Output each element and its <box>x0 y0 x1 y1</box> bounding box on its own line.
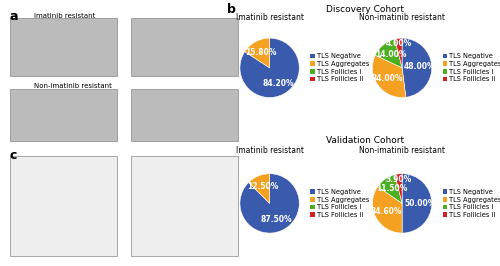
Wedge shape <box>395 174 402 203</box>
Wedge shape <box>372 186 402 233</box>
Text: Discovery Cohort: Discovery Cohort <box>326 5 404 14</box>
Text: Imatinib resistant: Imatinib resistant <box>236 13 304 22</box>
Bar <box>10 156 117 256</box>
Text: c: c <box>10 149 17 162</box>
Text: 50.00%: 50.00% <box>404 199 436 208</box>
Text: 15.80%: 15.80% <box>246 48 277 57</box>
Legend: TLS Negative, TLS Aggregates, TLS Follicles I, TLS Follicles II: TLS Negative, TLS Aggregates, TLS Follic… <box>310 53 369 82</box>
Wedge shape <box>240 38 300 98</box>
Text: Imatinib resistant: Imatinib resistant <box>236 146 304 155</box>
Text: 12.50%: 12.50% <box>247 182 278 192</box>
Text: 34.60%: 34.60% <box>370 207 402 216</box>
Bar <box>10 89 117 141</box>
Text: 11.50%: 11.50% <box>376 184 408 193</box>
Text: 3.90%: 3.90% <box>386 175 412 184</box>
Wedge shape <box>402 38 432 97</box>
Text: Non-imatinib resistant: Non-imatinib resistant <box>359 146 445 155</box>
Wedge shape <box>240 174 300 233</box>
Wedge shape <box>244 38 270 68</box>
Text: Non-imatinib resistant: Non-imatinib resistant <box>34 84 112 89</box>
Legend: TLS Negative, TLS Aggregates, TLS Follicles I, TLS Follicles II: TLS Negative, TLS Aggregates, TLS Follic… <box>442 53 500 82</box>
Wedge shape <box>394 38 402 68</box>
Text: 84.20%: 84.20% <box>262 79 294 88</box>
Wedge shape <box>378 174 402 203</box>
Text: 4.00%: 4.00% <box>386 39 412 48</box>
Text: a: a <box>10 10 18 23</box>
Text: 87.50%: 87.50% <box>260 215 292 224</box>
Text: b: b <box>228 3 236 16</box>
Legend: TLS Negative, TLS Aggregates, TLS Follicles I, TLS Follicles II: TLS Negative, TLS Aggregates, TLS Follic… <box>310 189 369 218</box>
Bar <box>10 18 117 76</box>
Wedge shape <box>248 174 270 203</box>
Text: 34.00%: 34.00% <box>372 74 404 83</box>
Text: 48.00%: 48.00% <box>404 62 436 71</box>
Bar <box>131 156 238 256</box>
Wedge shape <box>402 174 432 233</box>
Text: Validation Cohort: Validation Cohort <box>326 136 404 145</box>
Text: 14.00%: 14.00% <box>375 49 406 59</box>
Wedge shape <box>375 39 402 68</box>
Text: Non-imatinib resistant: Non-imatinib resistant <box>359 13 445 22</box>
Text: Imatinib resistant: Imatinib resistant <box>34 13 96 19</box>
Legend: TLS Negative, TLS Aggregates, TLS Follicles I, TLS Follicles II: TLS Negative, TLS Aggregates, TLS Follic… <box>442 189 500 218</box>
Bar <box>131 18 238 76</box>
Wedge shape <box>372 55 406 98</box>
Bar <box>131 89 238 141</box>
